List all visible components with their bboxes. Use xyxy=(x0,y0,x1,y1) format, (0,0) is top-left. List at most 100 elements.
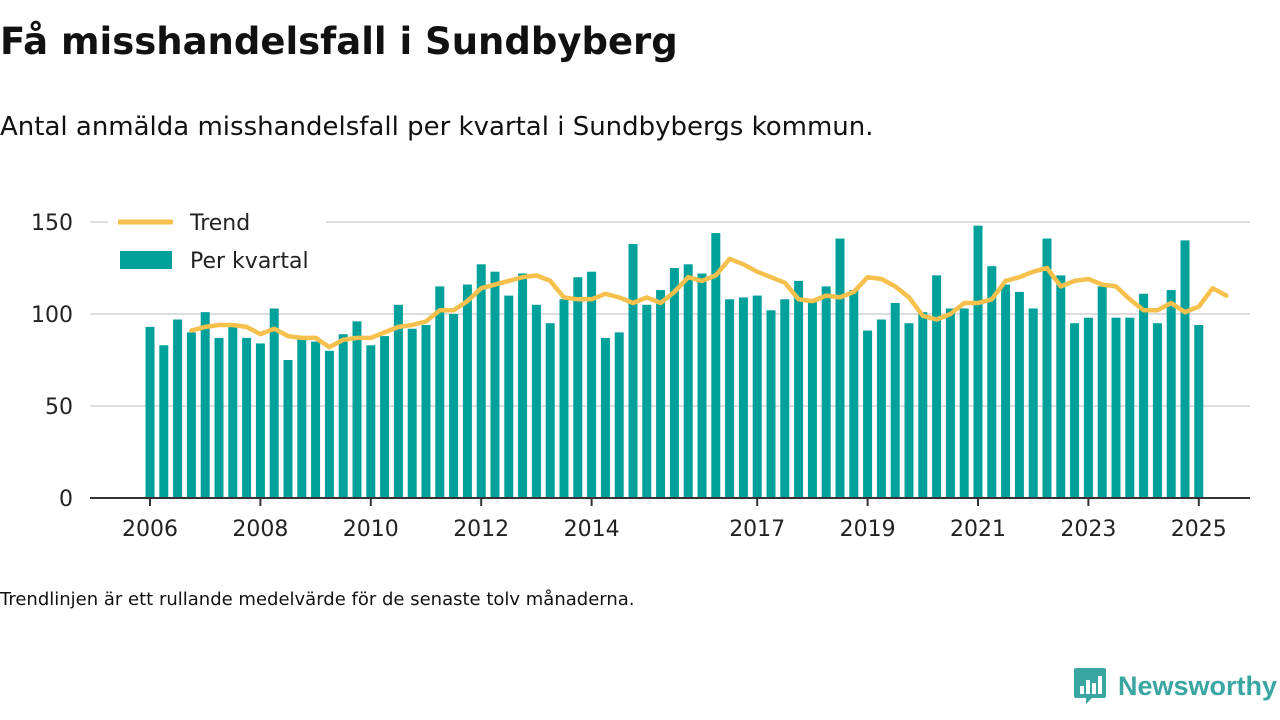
bar xyxy=(573,277,583,498)
bar xyxy=(338,334,348,498)
bar xyxy=(186,332,196,498)
bar xyxy=(255,343,265,498)
bar xyxy=(449,314,459,498)
x-tick-label: 2012 xyxy=(453,517,509,542)
bar xyxy=(587,271,597,498)
footnote: Trendlinjen är ett rullande medelvärde f… xyxy=(0,589,635,610)
bar xyxy=(849,290,859,498)
bar xyxy=(614,332,624,498)
bar xyxy=(752,295,762,498)
x-tick-label: 2010 xyxy=(343,517,399,542)
bar xyxy=(145,326,155,498)
bar xyxy=(393,304,403,498)
bar xyxy=(1097,286,1107,498)
bar xyxy=(987,266,997,498)
bar xyxy=(656,290,666,498)
bar xyxy=(794,280,804,498)
bar xyxy=(283,360,293,498)
x-tick-label: 2006 xyxy=(122,517,178,542)
legend-trend-label: Trend xyxy=(189,211,250,236)
y-tick-label: 150 xyxy=(31,211,73,236)
bar xyxy=(1125,317,1135,498)
bar xyxy=(1056,275,1066,498)
bar xyxy=(200,312,210,498)
bar xyxy=(173,319,183,498)
x-tick-label: 2023 xyxy=(1060,517,1116,542)
bar xyxy=(380,336,390,498)
legend: Trend Per kvartal xyxy=(108,204,326,284)
chart-title: Få misshandelsfall i Sundbyberg xyxy=(0,20,678,63)
bar xyxy=(421,325,431,498)
bar xyxy=(890,302,900,498)
bar xyxy=(1166,290,1176,498)
bar xyxy=(904,323,914,498)
line-series-trend xyxy=(189,256,1229,350)
x-axis: 2006 2008 2010 2012 2014 2017 2019 2021 2023 2025 xyxy=(90,497,1250,542)
bar xyxy=(1042,238,1052,498)
bar xyxy=(600,337,610,498)
bar xyxy=(863,330,873,498)
y-tick-label: 100 xyxy=(31,303,73,328)
bar xyxy=(214,337,224,498)
bar xyxy=(780,299,790,498)
bar xyxy=(366,345,376,498)
bar xyxy=(462,284,472,498)
legend-bar-swatch xyxy=(120,251,172,269)
bar xyxy=(945,308,955,498)
bar xyxy=(697,273,707,498)
bar xyxy=(1111,317,1121,498)
legend-background xyxy=(108,204,326,284)
bar xyxy=(545,323,555,498)
bar xyxy=(311,341,321,498)
bar xyxy=(1180,240,1190,498)
bar xyxy=(807,301,817,498)
chart-subtitle: Antal anmälda misshandelsfall per kvarta… xyxy=(0,112,874,142)
newsworthy-logo-text: Newsworthy xyxy=(1118,670,1278,701)
bar xyxy=(1152,323,1162,498)
bar xyxy=(1014,291,1024,498)
bar xyxy=(518,273,528,498)
x-tick-label: 2019 xyxy=(840,517,896,542)
bar xyxy=(1194,325,1204,498)
bar xyxy=(324,350,334,498)
bar xyxy=(352,321,362,498)
bar-line-chart: 0 50 100 150 2006 2008 2010 2012 2014 2017 2019 20… xyxy=(31,204,1250,542)
bar xyxy=(959,308,969,498)
newsworthy-logo: Newsworthy xyxy=(1072,666,1277,706)
bar xyxy=(228,325,238,498)
bar xyxy=(876,319,886,498)
x-tick-label: 2014 xyxy=(564,517,620,542)
bar-series-per-kvartal xyxy=(145,225,1204,499)
bar xyxy=(1083,317,1093,498)
bar xyxy=(738,297,748,498)
bar xyxy=(642,304,652,498)
bar xyxy=(1001,284,1011,498)
bar xyxy=(1070,323,1080,498)
bar xyxy=(407,328,417,498)
bar xyxy=(504,295,514,498)
bar xyxy=(159,345,169,498)
trend-line xyxy=(189,256,1229,350)
y-axis-ticks: 0 50 100 150 xyxy=(31,211,73,512)
bar xyxy=(725,299,735,498)
bar xyxy=(821,286,831,498)
bar xyxy=(669,268,679,498)
bar xyxy=(435,286,445,498)
legend-bar-label: Per kvartal xyxy=(190,249,309,274)
bar xyxy=(490,271,500,498)
bar xyxy=(766,310,776,498)
bar xyxy=(973,225,983,498)
x-tick-label: 2017 xyxy=(729,517,785,542)
bar xyxy=(835,238,845,498)
bar xyxy=(269,308,279,498)
x-tick-label: 2008 xyxy=(232,517,288,542)
y-tick-label: 50 xyxy=(45,395,73,420)
x-tick-label: 2025 xyxy=(1171,517,1227,542)
bar xyxy=(711,233,721,499)
bar xyxy=(476,264,486,498)
y-tick-label: 0 xyxy=(59,487,73,512)
bar xyxy=(531,304,541,498)
bar xyxy=(918,312,928,498)
bar xyxy=(1028,308,1038,498)
newsworthy-logo-icon xyxy=(1074,668,1106,704)
